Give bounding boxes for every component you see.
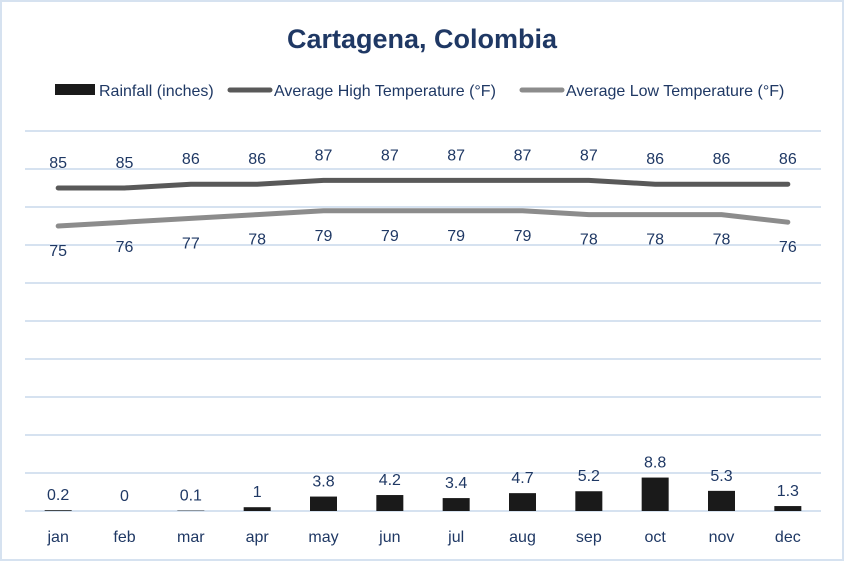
low-temp-data-label: 78 [248, 232, 266, 249]
rainfall-data-label: 1.3 [777, 483, 799, 500]
x-tick-label: nov [709, 529, 735, 546]
high-temp-data-label: 87 [514, 147, 532, 164]
low-temp-data-label: 78 [580, 232, 598, 249]
x-tick-label: dec [775, 529, 801, 546]
x-tick-label: apr [246, 529, 270, 546]
high-temp-data-label: 86 [779, 151, 797, 168]
x-tick-label: jul [447, 529, 464, 546]
rainfall-data-label: 3.8 [312, 474, 334, 491]
rainfall-data-label: 4.7 [511, 470, 533, 487]
rainfall-bar [310, 496, 337, 511]
high-temp-data-label: 87 [315, 147, 333, 164]
rainfall-bar [774, 506, 802, 511]
rainfall-bar [243, 507, 271, 511]
rainfall-data-label: 0.2 [47, 487, 69, 504]
high-temp-data-label: 87 [580, 147, 598, 164]
low-temp-data-label: 78 [646, 232, 664, 249]
low-temp-data-label: 76 [779, 239, 797, 256]
rainfall-data-label: 0 [120, 488, 129, 505]
rainfall-data-label: 4.2 [379, 472, 401, 489]
x-tick-label: jan [46, 529, 68, 546]
rainfall-bar [509, 493, 536, 511]
rainfall-data-label: 0.1 [180, 488, 202, 505]
legend-swatch-rainfall [55, 84, 95, 95]
high-temp-data-label: 87 [447, 147, 465, 164]
high-temp-data-label: 86 [248, 151, 266, 168]
x-tick-label: mar [177, 529, 205, 546]
low-temp-data-label: 79 [447, 228, 465, 245]
rainfall-data-label: 5.2 [578, 468, 600, 485]
high-temp-data-label: 86 [182, 151, 200, 168]
low-temp-data-label: 76 [116, 239, 134, 256]
high-temp-data-label: 86 [646, 151, 664, 168]
rainfall-bar [575, 491, 603, 511]
chart-title: Cartagena, Colombia [287, 24, 558, 54]
rainfall-bar [376, 495, 404, 511]
low-temp-data-label: 79 [381, 228, 399, 245]
rainfall-data-label: 8.8 [644, 455, 666, 472]
high-temp-data-label: 85 [49, 155, 67, 172]
low-temp-line [55, 208, 791, 229]
rainfall-bar [641, 477, 669, 511]
low-temp-data-label: 77 [182, 235, 200, 252]
low-temp-data-label: 79 [315, 228, 333, 245]
x-tick-label: aug [509, 529, 536, 546]
rainfall-bar [44, 510, 72, 511]
x-tick-label: may [308, 529, 338, 546]
rainfall-bar [708, 490, 735, 511]
rainfall-data-label: 5.3 [710, 468, 732, 485]
high-temp-data-label: 85 [116, 155, 134, 172]
rainfall-data-label: 1 [253, 484, 262, 501]
x-tick-label: sep [576, 529, 602, 546]
high-temp-data-label: 87 [381, 147, 399, 164]
x-tick-label: jun [378, 529, 400, 546]
legend-label: Average High Temperature (°F) [274, 83, 496, 100]
x-tick-label: oct [644, 529, 666, 546]
low-temp-data-label: 78 [713, 232, 731, 249]
x-tick-label: feb [113, 529, 135, 546]
low-temp-data-label: 75 [49, 243, 67, 260]
high-temp-line [55, 177, 791, 191]
legend-label: Average Low Temperature (°F) [566, 83, 784, 100]
low-temp-data-label: 79 [514, 228, 532, 245]
rainfall-data-label: 3.4 [445, 475, 467, 492]
rainfall-bar [442, 498, 470, 511]
legend-label: Rainfall (inches) [99, 83, 214, 100]
high-temp-data-label: 86 [713, 151, 731, 168]
